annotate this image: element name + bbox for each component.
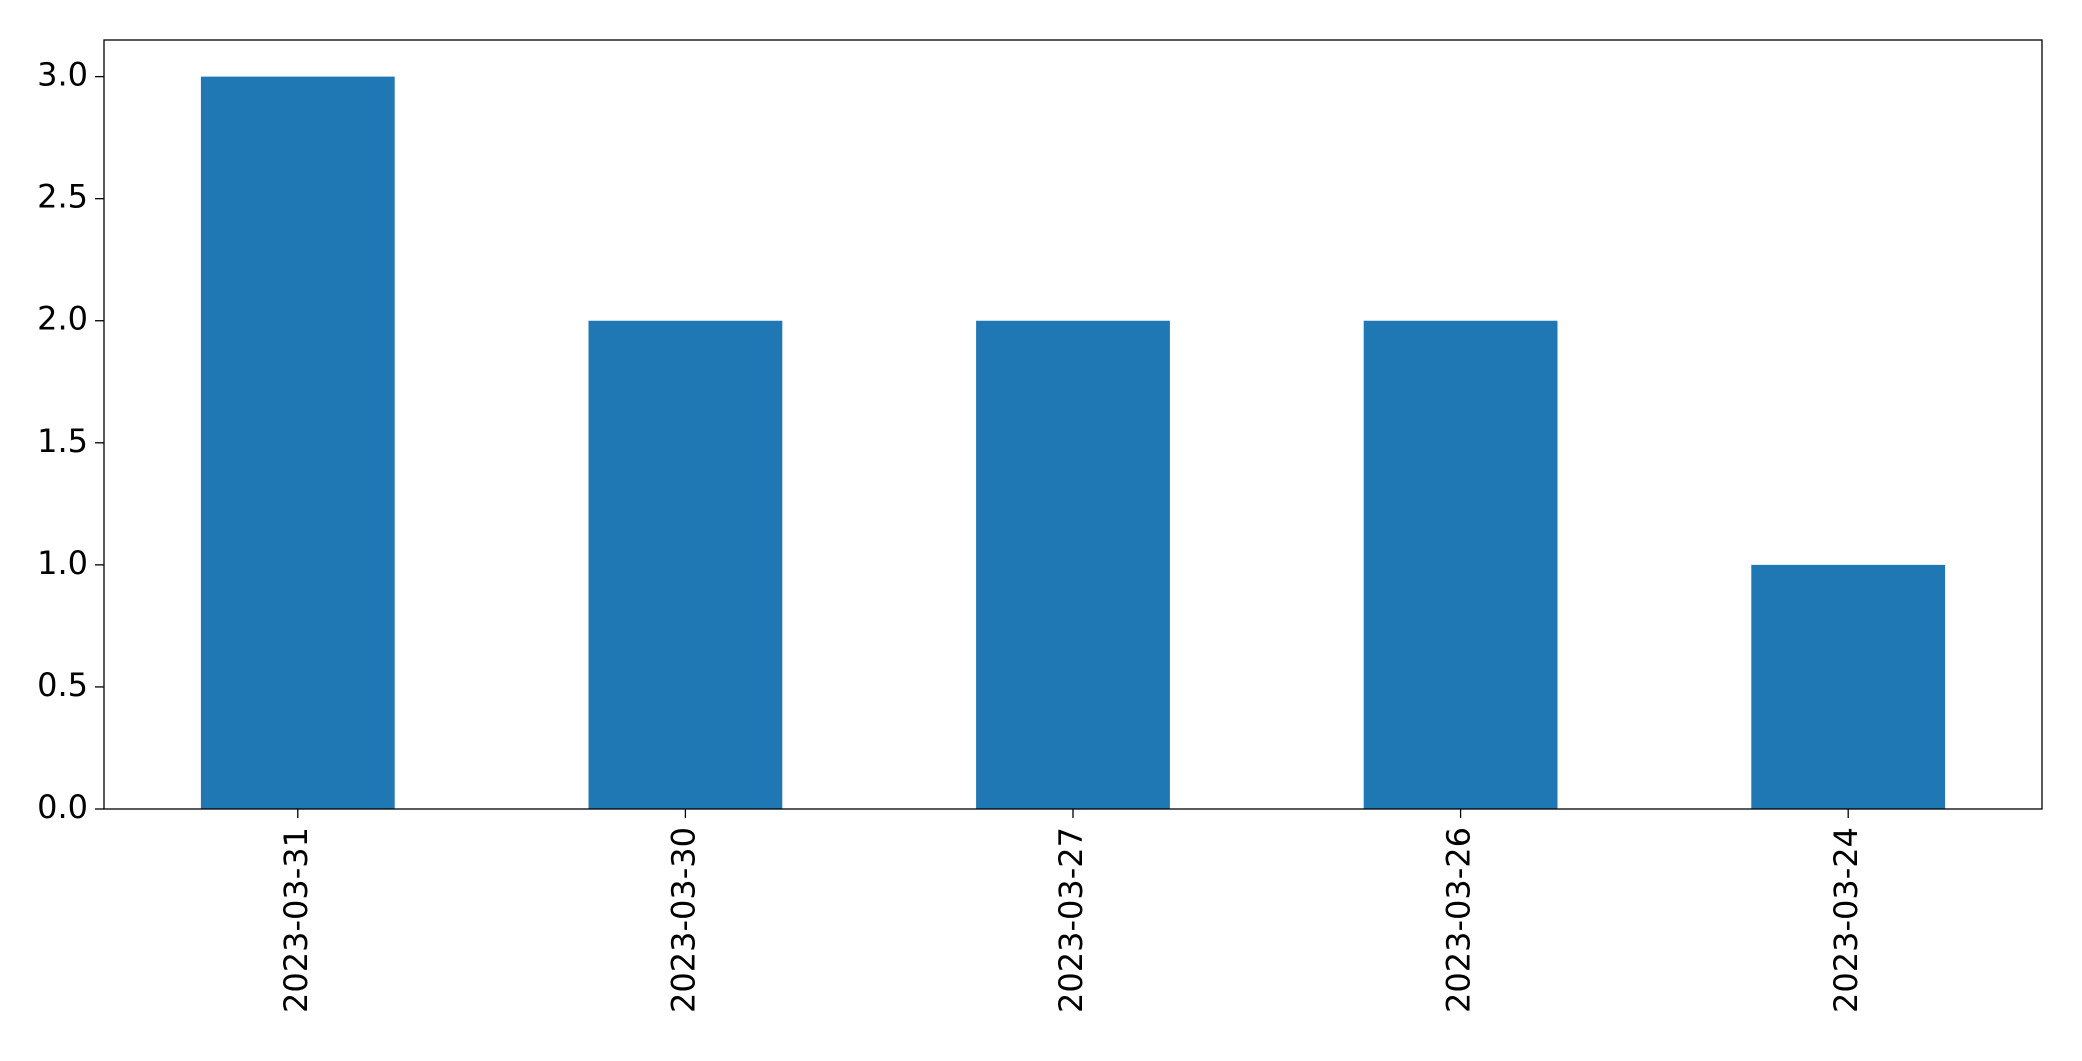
y-tick-label: 0.5 <box>37 666 88 704</box>
bar <box>588 320 783 809</box>
y-tick-label: 1.0 <box>37 544 88 582</box>
x-tick-label: 2023-03-24 <box>1827 827 1865 1013</box>
bar <box>976 320 1170 809</box>
y-tick-label: 0.0 <box>37 788 88 826</box>
plot-frame <box>103 39 2043 810</box>
bar <box>1751 564 1946 809</box>
x-tick-label: 2023-03-30 <box>664 827 702 1013</box>
bar <box>200 76 395 810</box>
x-tick-label: 2023-03-27 <box>1052 827 1090 1013</box>
y-tick-label: 3.0 <box>37 56 88 94</box>
y-tick-label: 2.0 <box>37 300 88 338</box>
x-tick-label: 2023-03-31 <box>277 827 315 1013</box>
x-tick-label: 2023-03-26 <box>1440 827 1478 1013</box>
y-tick-label: 2.5 <box>37 178 88 216</box>
y-tick-label: 1.5 <box>37 422 88 460</box>
bar <box>1363 320 1558 809</box>
